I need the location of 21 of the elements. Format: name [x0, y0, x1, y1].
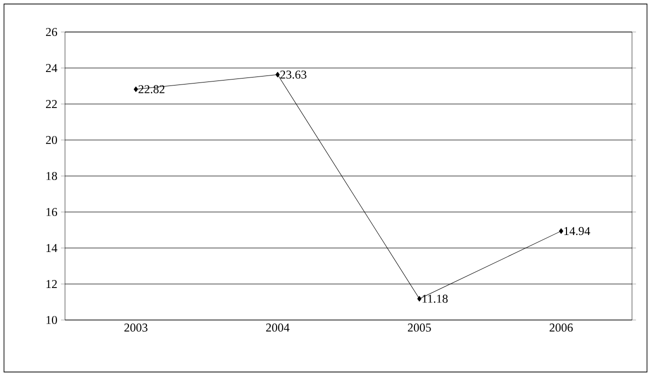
x-tick-label: 2005	[408, 324, 431, 332]
point	[559, 228, 564, 234]
point	[276, 72, 280, 78]
x-tick-label: 2006	[550, 324, 573, 332]
data-label: 14.94	[564, 227, 590, 236]
y-tick-label: 26	[46, 28, 58, 36]
y-tick-label: 18	[46, 172, 58, 180]
x-tick-label: 2004	[266, 324, 290, 332]
y-tick-label: 14	[46, 244, 58, 252]
point	[134, 86, 138, 92]
data-label: 23.63	[280, 70, 306, 79]
y-tick-label: 20	[46, 136, 58, 144]
data-label: 11.18	[422, 294, 448, 303]
y-tick-label: 10	[46, 316, 58, 324]
y-tick-label: 22	[46, 100, 57, 108]
y-tick-label: 16	[46, 208, 58, 216]
data-label: 22.82	[138, 85, 164, 94]
point	[417, 296, 422, 302]
y-tick-label: 12	[46, 280, 57, 288]
y-tick-label: 24	[46, 64, 58, 72]
x-tick-label: 2003	[124, 324, 148, 332]
